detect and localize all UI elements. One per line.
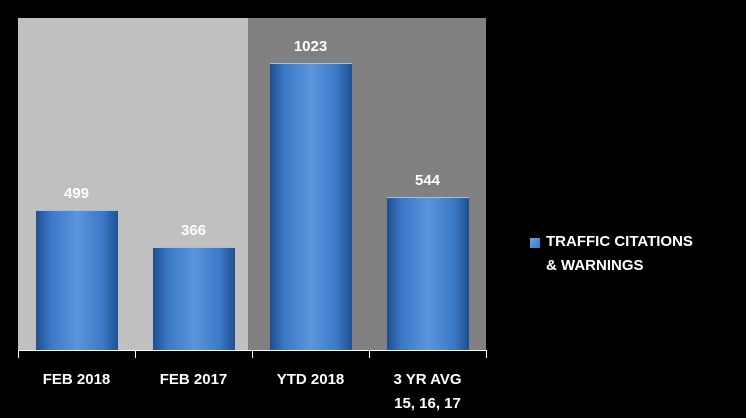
value-label: 544 [414,172,441,190]
category-tick [252,350,253,358]
category-tick [486,350,487,358]
x-tick-label: YTD 2018 [276,371,345,388]
category-tick [135,350,136,358]
bar [269,62,352,350]
bar [386,197,469,350]
value-label: 1023 [293,37,328,55]
bar [35,209,118,350]
value-label: 499 [63,184,90,202]
legend-label: TRAFFIC CITATIONS & WARNINGS [546,233,693,274]
x-tick-label: FEB 2017 [159,371,228,388]
category-tick [369,350,370,358]
legend-swatch [530,238,540,248]
x-tick-label: FEB 2018 [42,371,111,388]
x-tick-label: 3 YR AVG 15, 16, 17 [393,371,462,412]
value-label: 366 [180,222,207,240]
category-tick [18,350,19,358]
bar [152,247,235,350]
